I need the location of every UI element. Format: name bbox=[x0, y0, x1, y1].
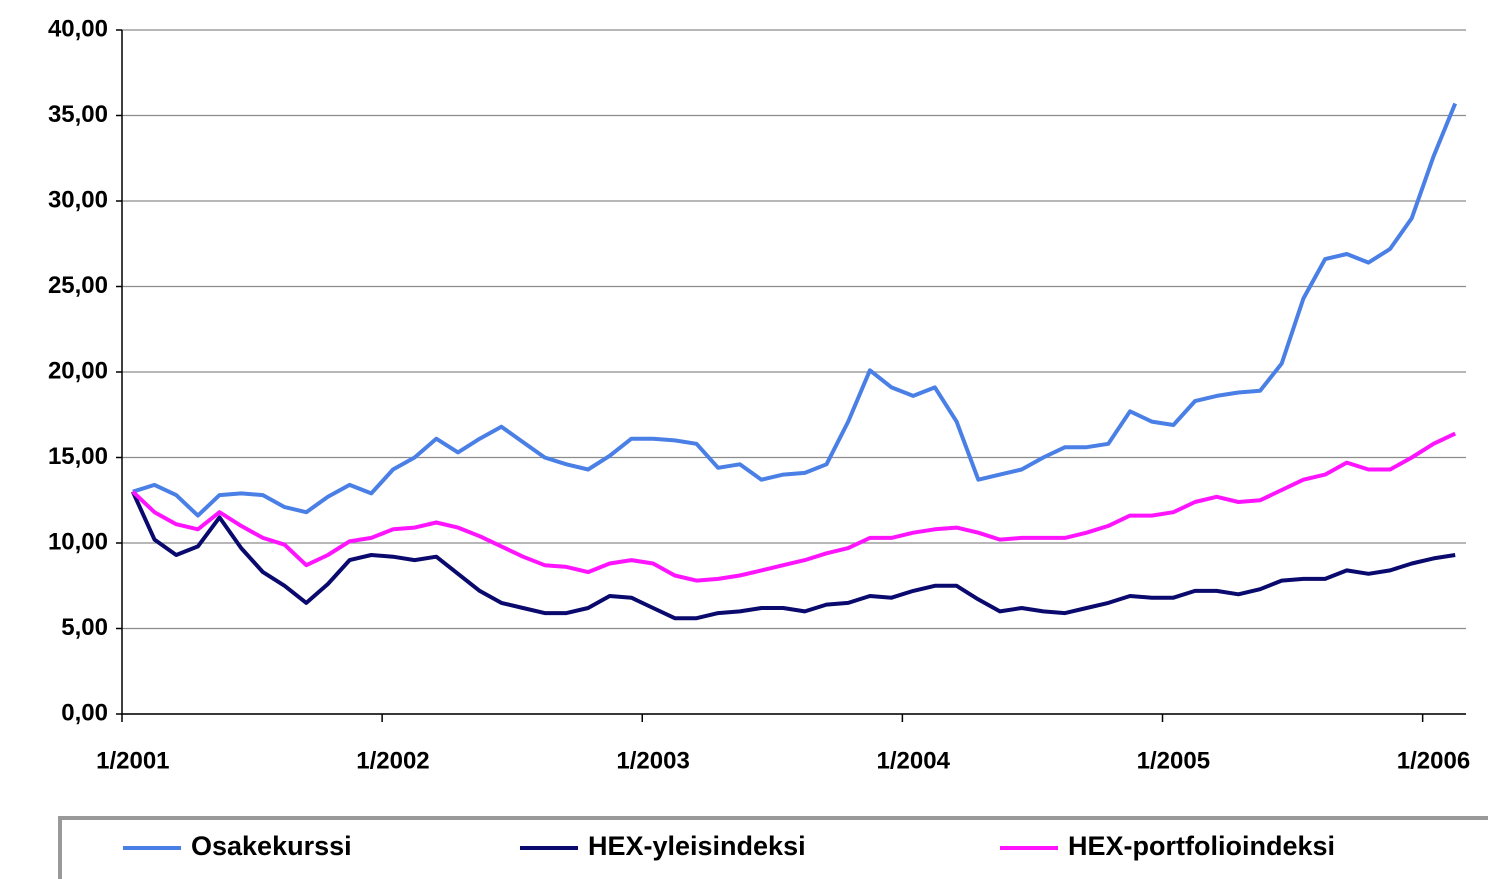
legend-box bbox=[58, 816, 1488, 879]
x-tick-label: 1/2004 bbox=[877, 747, 951, 774]
y-tick-label: 40,00 bbox=[48, 15, 108, 42]
series-line bbox=[130, 490, 1456, 621]
y-tick-label: 20,00 bbox=[48, 357, 108, 384]
x-tick-label: 1/2001 bbox=[96, 747, 169, 774]
legend-label: HEX-portfolioindeksi bbox=[1068, 831, 1335, 861]
y-tick-label: 5,00 bbox=[61, 614, 108, 641]
series-line bbox=[131, 431, 1457, 583]
y-tick-label: 30,00 bbox=[48, 186, 108, 213]
x-tick-label: 1/2005 bbox=[1137, 747, 1210, 774]
x-tick-label: 1/2002 bbox=[356, 747, 429, 774]
legend-label: HEX-yleisindeksi bbox=[588, 831, 806, 861]
y-tick-label: 35,00 bbox=[48, 101, 108, 128]
y-tick-label: 15,00 bbox=[48, 443, 108, 470]
series-line bbox=[132, 102, 1458, 518]
y-tick-label: 25,00 bbox=[48, 272, 108, 299]
y-tick-label: 10,00 bbox=[48, 528, 108, 555]
x-tick-label: 1/2006 bbox=[1397, 747, 1470, 774]
legend-label: Osakekurssi bbox=[191, 831, 352, 861]
x-tick-label: 1/2003 bbox=[616, 747, 689, 774]
y-tick-label: 0,00 bbox=[61, 699, 108, 726]
